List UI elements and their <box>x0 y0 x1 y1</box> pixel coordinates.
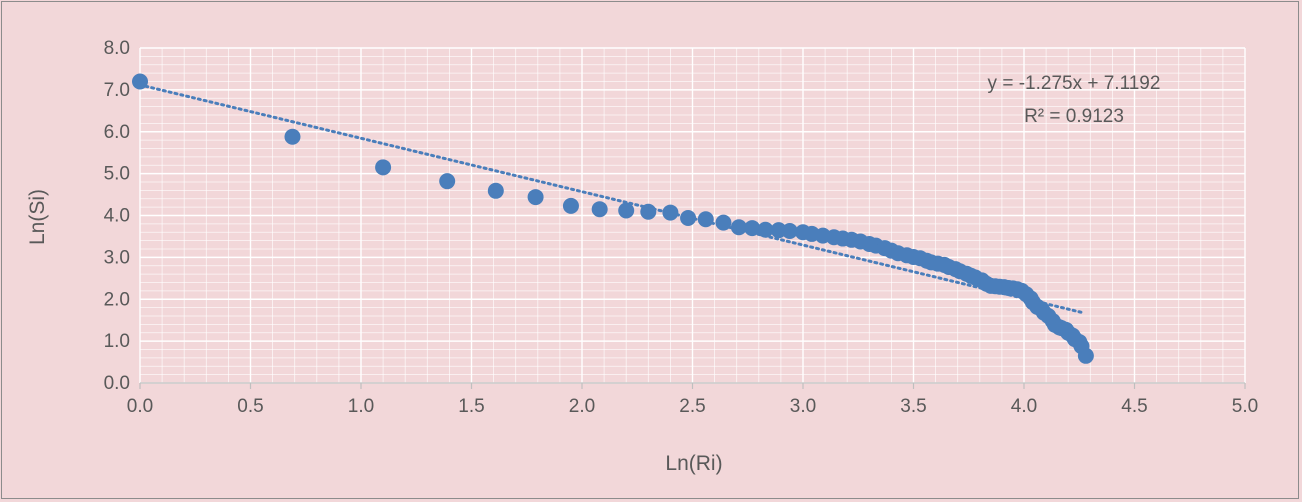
data-point <box>527 189 544 206</box>
trendline <box>138 83 1086 315</box>
trendline-layer <box>138 83 1086 315</box>
data-point <box>591 201 608 218</box>
grid-layer <box>139 47 1246 384</box>
x-tick-label: 4.5 <box>1121 396 1147 417</box>
data-point <box>744 220 761 237</box>
y-tick-label: 4.0 <box>104 206 130 227</box>
axis-layer <box>139 382 1246 389</box>
label-layer: 0.0 0.5 1.0 1.5 2.0 2.5 3.0 3.5 4.0 4.5 5.0 0.0 1.0 2… <box>104 38 1259 417</box>
data-point <box>662 204 679 221</box>
x-tick-label: 1.0 <box>348 396 374 417</box>
x-tick-label: 1.5 <box>458 396 484 417</box>
r-squared-label: R² = 0.9123 <box>1024 106 1124 127</box>
x-tick-label: 2.0 <box>569 396 595 417</box>
data-point <box>757 221 774 238</box>
data-point <box>640 203 657 220</box>
data-point <box>375 159 392 176</box>
data-point <box>1077 347 1094 364</box>
y-tick-label: 0.0 <box>104 373 130 394</box>
y-tick-label: 7.0 <box>104 80 130 101</box>
data-point <box>618 202 635 219</box>
data-point <box>715 214 732 231</box>
y-axis-title: Ln(Si) <box>26 189 49 245</box>
data-point <box>132 73 148 90</box>
data-point <box>487 182 504 199</box>
data-point <box>730 219 747 236</box>
x-tick-label: 0.0 <box>127 396 153 417</box>
x-tick-label: 3.0 <box>790 396 816 417</box>
x-tick-label: 2.5 <box>679 396 705 417</box>
x-tick-label: 0.5 <box>237 396 263 417</box>
x-tick-label: 5.0 <box>1232 396 1258 417</box>
y-tick-label: 3.0 <box>104 247 130 268</box>
y-tick-label: 8.0 <box>104 38 130 59</box>
data-point <box>284 128 301 145</box>
y-tick-label: 6.0 <box>104 122 130 143</box>
x-axis-title: Ln(Ri) <box>665 452 722 475</box>
data-point <box>697 211 714 228</box>
y-tick-label: 1.0 <box>104 331 130 352</box>
trendline-equation: y = -1.275x + 7.1192 <box>988 73 1161 94</box>
data-point <box>562 197 579 214</box>
data-point <box>781 222 798 239</box>
y-tick-label: 2.0 <box>104 289 130 310</box>
data-point <box>680 210 697 227</box>
point-layer <box>132 73 1094 364</box>
data-point <box>439 173 456 190</box>
x-tick-label: 3.5 <box>900 396 926 417</box>
x-tick-label: 4.0 <box>1011 396 1037 417</box>
y-tick-label: 5.0 <box>104 164 130 185</box>
